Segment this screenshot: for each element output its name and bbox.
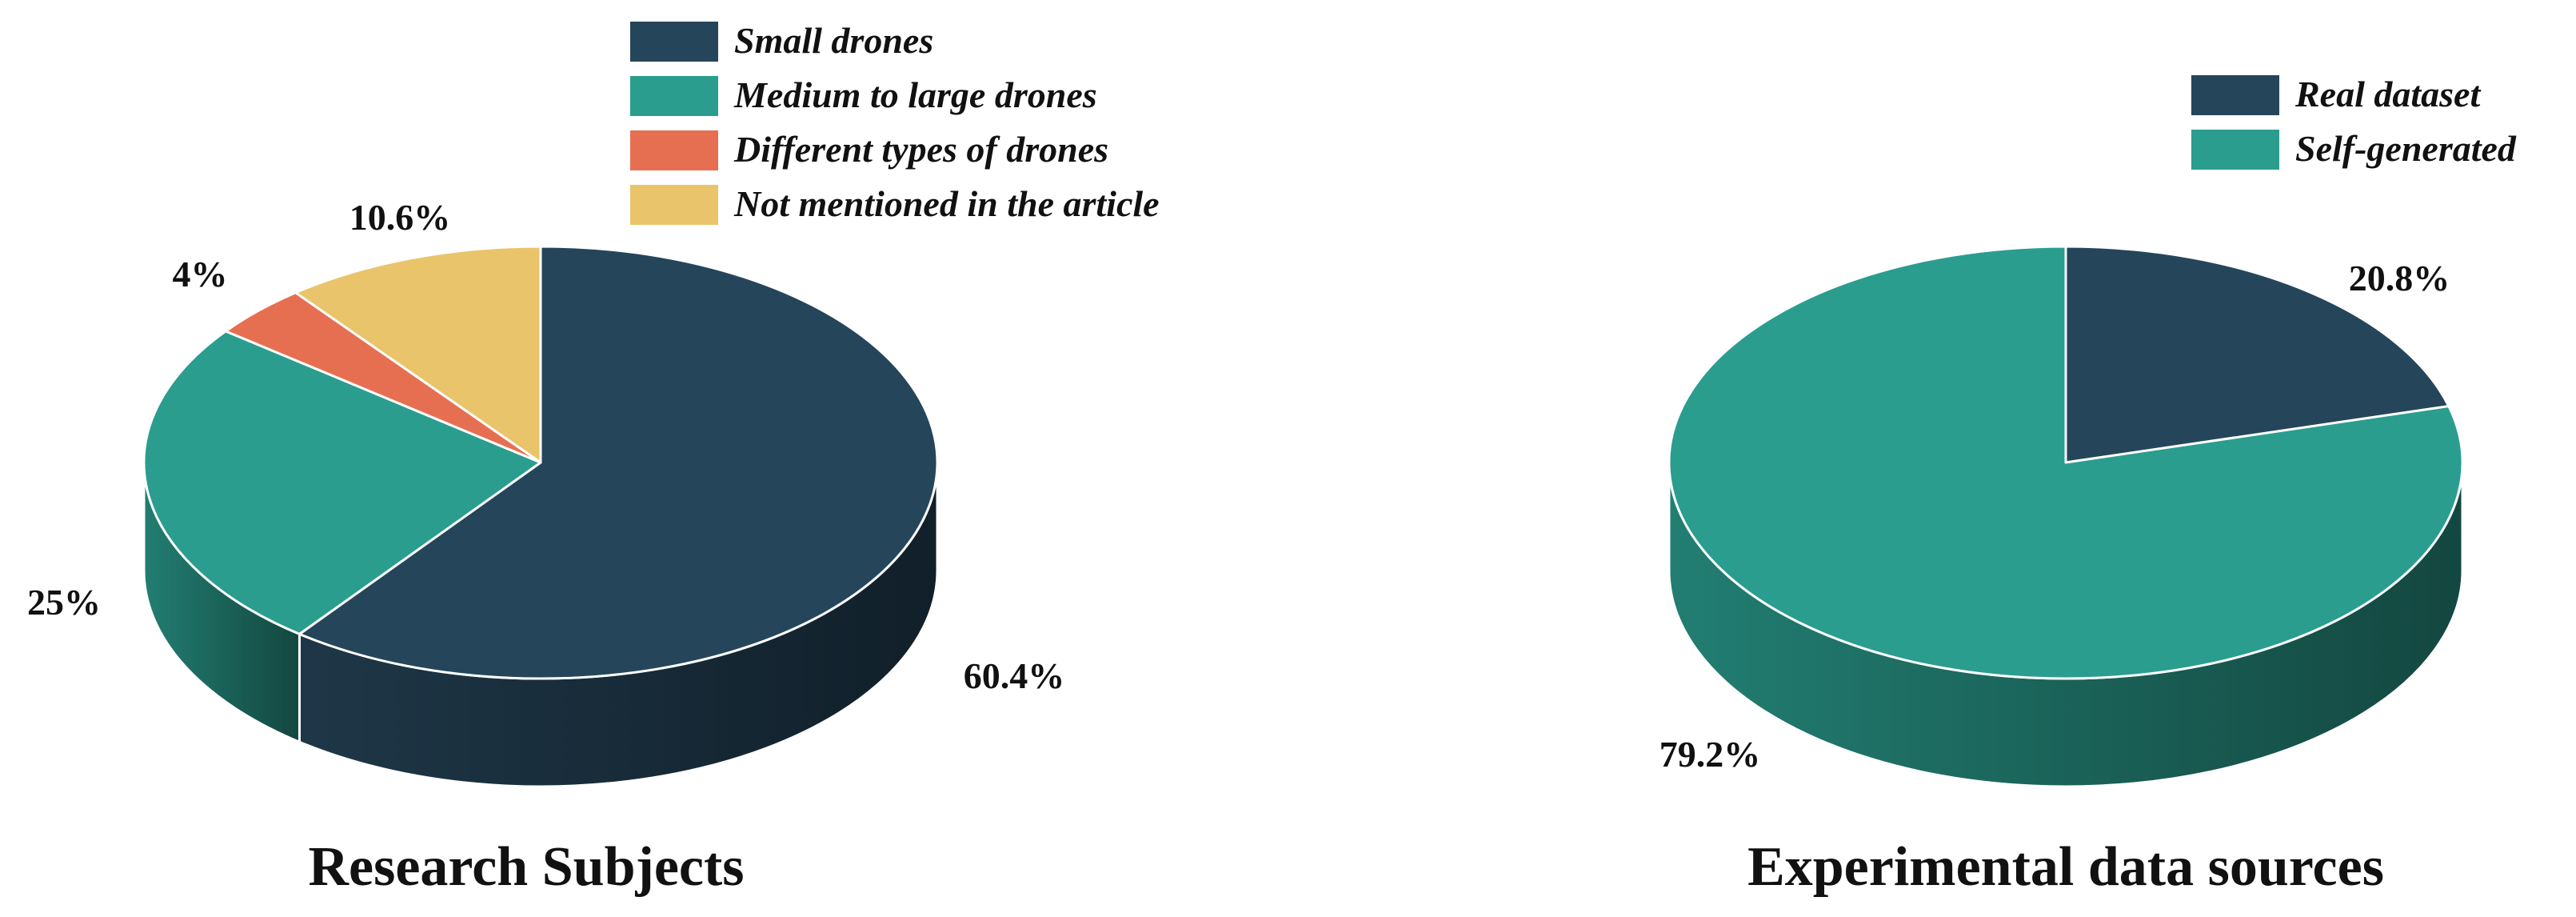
research-subjects-legend: Small drones Medium to large drones Differ… — [630, 20, 1160, 225]
slice-not-mentioned-in-the-article — [294, 245, 542, 464]
legend-swatch-self-generated — [2191, 130, 2279, 170]
slice-self-generated — [1667, 245, 2464, 680]
experimental-data-sources-data-labels: 20.8% 79.2% — [1659, 258, 2450, 775]
slice-real-dataset — [2064, 245, 2450, 464]
slice-medium-to-large-drones — [142, 330, 542, 635]
legend-swatch-not-mentioned-in-the-article — [630, 185, 718, 225]
data-label-real-dataset: 20.8% — [2349, 258, 2450, 298]
data-label-medium-to-large-drones: 25% — [27, 582, 101, 623]
data-label-small-drones: 60.4% — [964, 655, 1065, 696]
data-label-different-types-of-drones: 4% — [173, 254, 228, 294]
legend-label-not-mentioned-in-the-article: Not mentioned in the article — [733, 183, 1160, 224]
legend-label-small-drones: Small drones — [734, 20, 933, 61]
legend-swatch-different-types-of-drones — [630, 130, 718, 170]
data-label-self-generated: 79.2% — [1659, 734, 1761, 775]
legend-label-real-dataset: Real dataset — [2294, 74, 2481, 114]
slice-small-drones — [298, 245, 939, 680]
experimental-data-sources-pie-chart: Real dataset Self-generated 20.8% 79.2% Ex… — [1659, 74, 2517, 898]
legend-label-different-types-of-drones: Different types of drones — [733, 129, 1108, 170]
legend-swatch-real-dataset — [2191, 75, 2279, 115]
experimental-data-sources-pie — [1667, 245, 2464, 788]
experimental-data-sources-title: Experimental data sources — [1747, 836, 2384, 898]
research-subjects-pie-chart: Small drones Medium to large drones Differ… — [27, 20, 1160, 898]
legend-swatch-medium-to-large-drones — [630, 76, 718, 116]
data-label-not-mentioned-in-the-article: 10.6% — [349, 197, 451, 238]
experimental-data-sources-legend: Real dataset Self-generated — [2191, 74, 2517, 170]
legend-label-medium-to-large-drones: Medium to large drones — [733, 74, 1097, 115]
legend-swatch-small-drones — [630, 22, 718, 62]
research-subjects-data-labels: 60.4% 25% 4% 10.6% — [27, 197, 1064, 696]
legend-label-self-generated: Self-generated — [2295, 128, 2517, 169]
research-subjects-pie — [142, 245, 939, 788]
research-subjects-title: Research Subjects — [308, 836, 744, 898]
